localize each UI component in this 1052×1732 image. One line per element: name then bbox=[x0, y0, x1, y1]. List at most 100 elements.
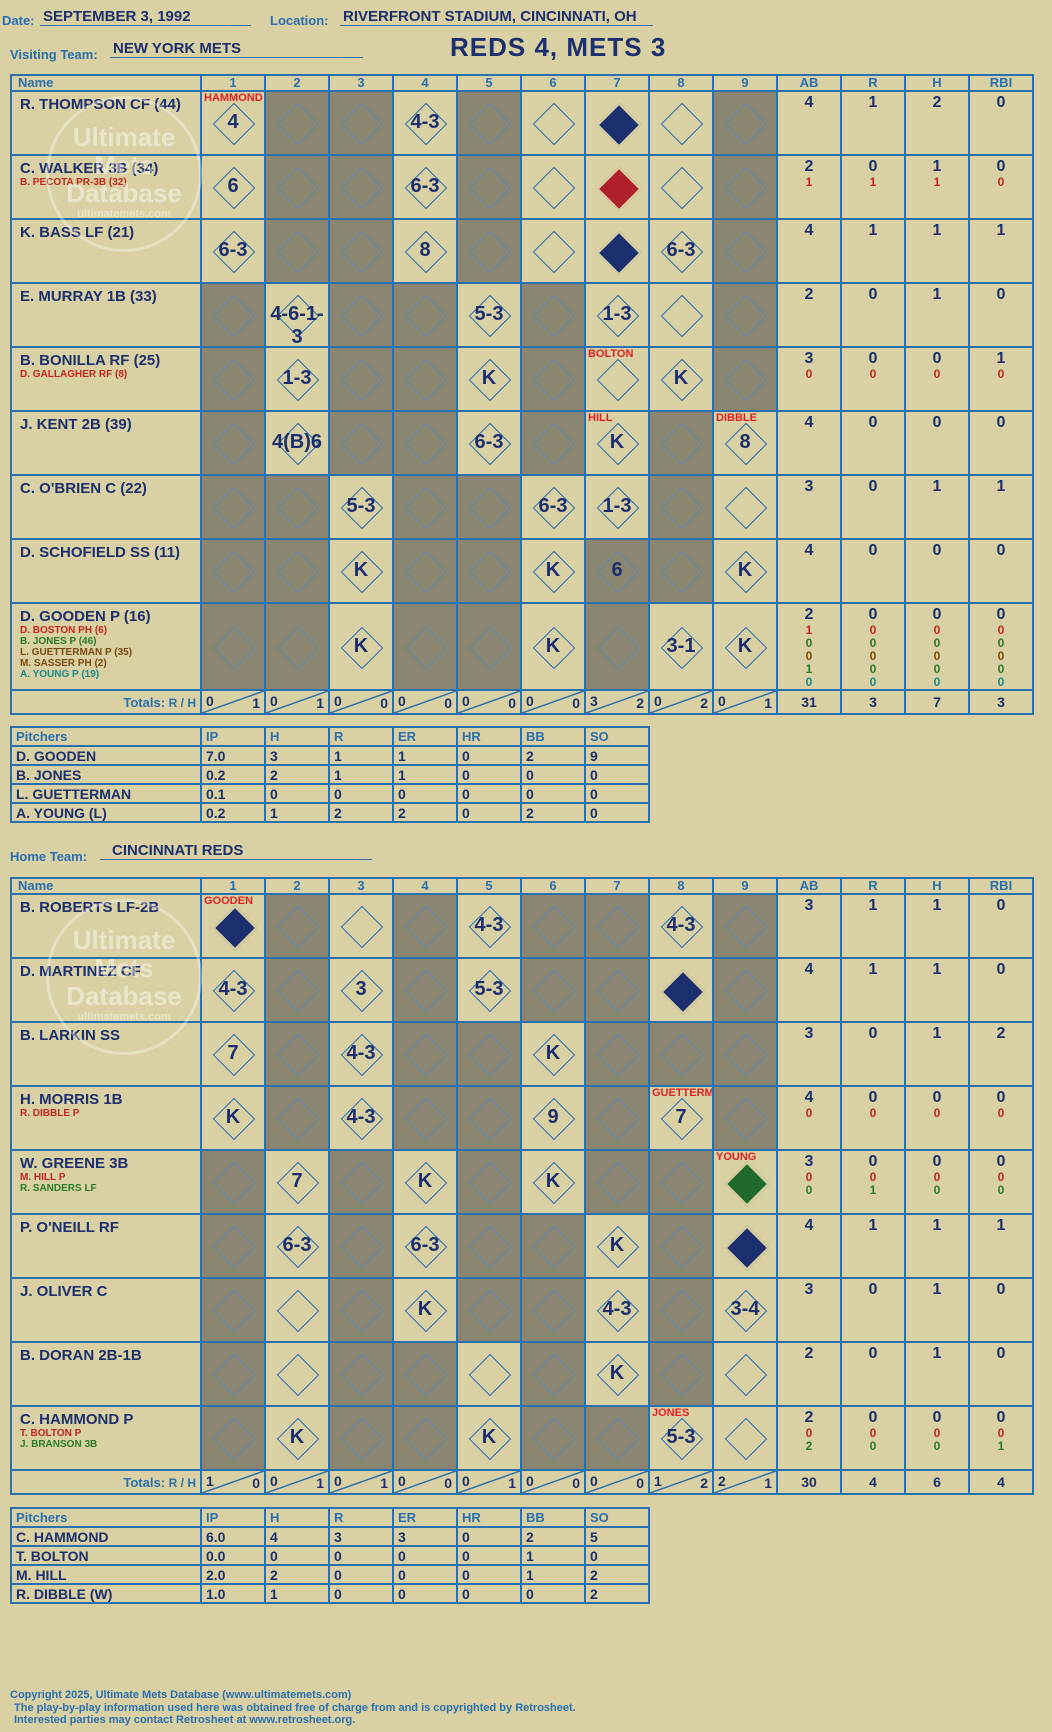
inning-runs: 0 bbox=[654, 693, 662, 709]
pitcher-stat: 0 bbox=[456, 1545, 522, 1566]
total-divider bbox=[523, 692, 583, 712]
inning-cell bbox=[392, 282, 458, 348]
batter-name: J. OLIVER C bbox=[20, 1283, 108, 1300]
base-diamond-icon bbox=[340, 358, 384, 402]
inning-cell: K bbox=[264, 1405, 330, 1471]
totals-label: Totals: R / H bbox=[10, 689, 202, 715]
inning-cell bbox=[264, 90, 330, 156]
inning-cell bbox=[456, 1341, 522, 1407]
stat-value: 1 bbox=[869, 175, 877, 189]
base-diamond-icon bbox=[276, 969, 320, 1013]
stat-value: 0 bbox=[869, 662, 877, 676]
inning-cell bbox=[328, 154, 394, 220]
total-divider bbox=[395, 1472, 455, 1492]
batter-stat-r: 0 bbox=[840, 1021, 906, 1087]
inning-runs: 3 bbox=[590, 693, 598, 709]
inning-header-3: 3 bbox=[328, 877, 394, 895]
stat-value: 1 bbox=[805, 662, 813, 676]
substitute-name: L. GUETTERMAN P (35) bbox=[20, 647, 133, 658]
inning-hits: 2 bbox=[700, 1475, 708, 1491]
base-diamond-icon bbox=[532, 358, 576, 402]
base-diamond-icon bbox=[340, 1417, 384, 1461]
stat-value: 4 bbox=[804, 1089, 814, 1106]
base-diamond-icon bbox=[212, 626, 256, 669]
play-notation: 6 bbox=[611, 559, 623, 581]
stat-value: 0 bbox=[868, 286, 878, 303]
play-notation: 6-3 bbox=[666, 239, 696, 261]
inning-cell bbox=[456, 1213, 522, 1279]
inning-cell: K bbox=[392, 1149, 458, 1215]
base-diamond-icon bbox=[404, 1097, 448, 1141]
pitching-change-label: YOUNG bbox=[716, 1151, 757, 1163]
play-notation: 3 bbox=[355, 978, 367, 1000]
substitute-name: R. DIBBLE P bbox=[20, 1108, 80, 1119]
stat-value: 1 bbox=[868, 897, 878, 914]
inning-cell bbox=[584, 602, 650, 691]
pitcher-stat: 1 bbox=[392, 745, 458, 766]
play-notation: 6-3 bbox=[282, 1234, 312, 1256]
base-diamond-icon bbox=[212, 486, 256, 530]
base-diamond-icon bbox=[340, 422, 384, 466]
inning-header-7: 7 bbox=[584, 877, 650, 895]
base-diamond-icon bbox=[468, 550, 512, 594]
play-notation: 6 bbox=[227, 175, 239, 197]
stat-value: 0 bbox=[868, 414, 878, 431]
total-divider bbox=[331, 692, 391, 712]
base-diamond-icon bbox=[276, 1289, 320, 1333]
base-diamond-icon bbox=[404, 486, 448, 530]
total-divider bbox=[459, 1472, 519, 1492]
pitcher-name: D. GOODEN bbox=[10, 745, 202, 766]
base-diamond-icon bbox=[468, 486, 512, 530]
pitcher-header-so: SO bbox=[584, 726, 650, 747]
base-diamond-icon bbox=[340, 102, 384, 146]
stat-value: 4 bbox=[804, 961, 814, 978]
pitcher-row: T. BOLTON 0.0 0 0 0 0 1 0 bbox=[10, 1545, 650, 1566]
base-diamond-icon bbox=[596, 1161, 640, 1205]
base-diamond-icon bbox=[276, 230, 320, 274]
stat-value: 0 bbox=[868, 1153, 878, 1170]
pitcher-stat: 0 bbox=[456, 802, 522, 823]
inning-cell: 4-3 bbox=[648, 893, 714, 959]
inning-cell bbox=[648, 154, 714, 220]
play-notation: 4-3 bbox=[602, 1298, 632, 1320]
inning-cell bbox=[392, 538, 458, 604]
total-h: 7 bbox=[904, 689, 970, 715]
inning-cell bbox=[264, 1277, 330, 1343]
play-notation: K bbox=[481, 367, 497, 389]
batter-name: B. DORAN 2B-1B bbox=[20, 1347, 142, 1364]
inning-cell bbox=[392, 602, 458, 691]
stat-header-r: R bbox=[840, 877, 906, 895]
inning-runs: 0 bbox=[462, 693, 470, 709]
stat-value: 0 bbox=[868, 1409, 878, 1426]
batter-stat-ab: 3 bbox=[776, 1277, 842, 1343]
stat-value: 0 bbox=[997, 636, 1005, 650]
substitute-name: M. HILL P bbox=[20, 1172, 66, 1183]
batter-name: J. KENT 2B (39) bbox=[20, 416, 132, 433]
inning-header-1: 1 bbox=[200, 74, 266, 92]
batter-stat-ab: 3 bbox=[776, 893, 842, 959]
inning-cell: YOUNG bbox=[712, 1149, 778, 1215]
pitcher-header-hr: HR bbox=[456, 1507, 522, 1528]
total-divider bbox=[267, 1472, 327, 1492]
stat-value: 2 bbox=[804, 1409, 814, 1426]
inning-cell bbox=[392, 410, 458, 476]
base-diamond-icon bbox=[212, 905, 258, 951]
inning-cell: K bbox=[712, 602, 778, 691]
batter-name-cell: B. BONILLA RF (25) D. GALLAGHER RF (8) bbox=[10, 346, 202, 412]
substitute-name: D. GALLAGHER RF (8) bbox=[20, 369, 128, 380]
batter-name: W. GREENE 3B bbox=[20, 1155, 129, 1172]
home-pitchers-table: Pitchers IP H R ER HR BB SO C. HAMMOND 6.0 4 3 3 0 2 5 T… bbox=[10, 1507, 650, 1604]
inning-cell bbox=[328, 90, 394, 156]
pitcher-name: L. GUETTERMAN bbox=[10, 783, 202, 804]
batter-stat-r: 1 bbox=[840, 90, 906, 156]
pitcher-stat: 0 bbox=[456, 764, 522, 785]
inning-cell bbox=[200, 1341, 266, 1407]
inning-cell bbox=[648, 1213, 714, 1279]
pitcher-stat: 0 bbox=[392, 1583, 458, 1604]
inning-runs: 0 bbox=[462, 1473, 470, 1489]
